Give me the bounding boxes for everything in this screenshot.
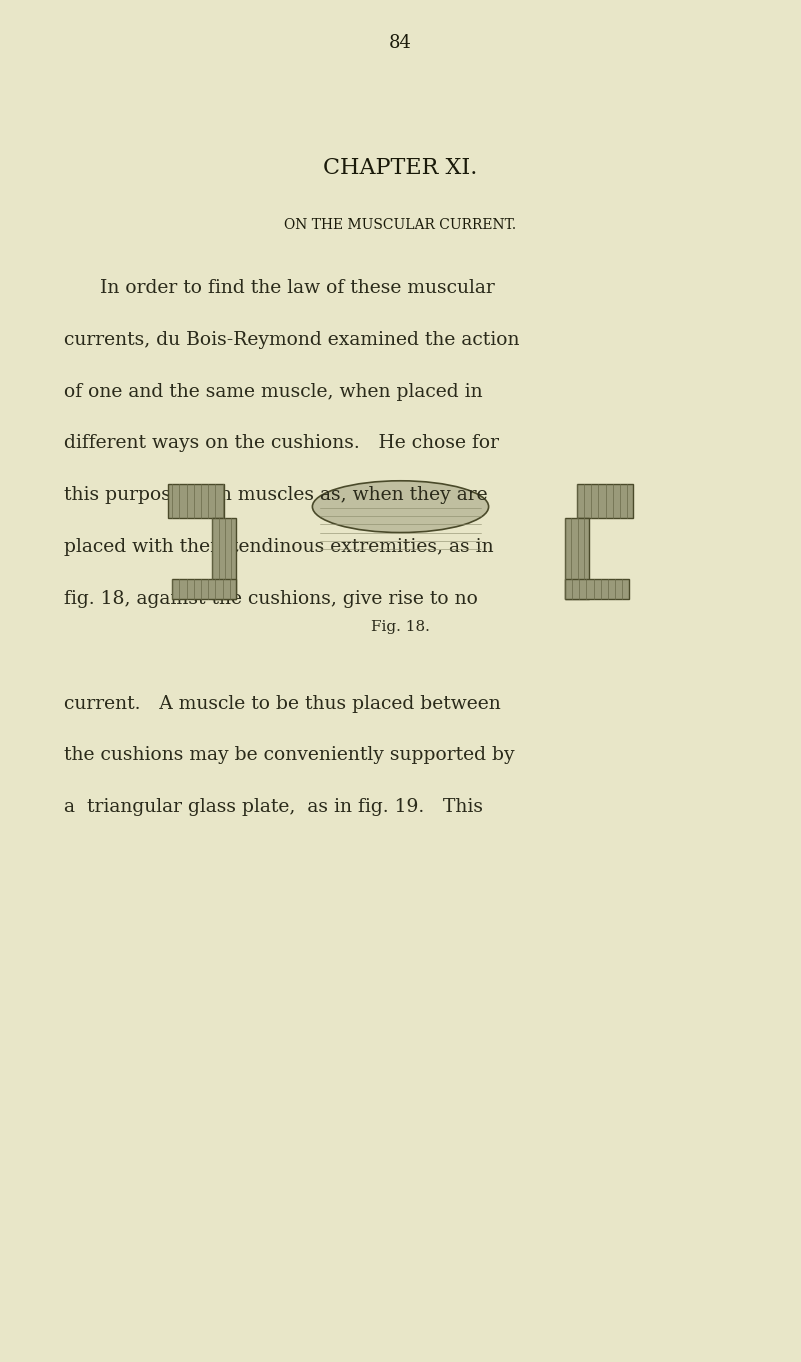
Text: of one and the same muscle, when placed in: of one and the same muscle, when placed …	[64, 383, 483, 400]
Polygon shape	[212, 518, 236, 599]
Polygon shape	[565, 518, 589, 599]
Text: placed with their tendinous extremities, as in: placed with their tendinous extremities,…	[64, 538, 493, 556]
Text: current. A muscle to be thus placed between: current. A muscle to be thus placed betw…	[64, 695, 501, 712]
Text: this purpose such muscles as, when they are: this purpose such muscles as, when they …	[64, 486, 488, 504]
Ellipse shape	[312, 481, 489, 533]
Text: Fig. 18.: Fig. 18.	[371, 620, 430, 633]
Text: ON THE MUSCULAR CURRENT.: ON THE MUSCULAR CURRENT.	[284, 218, 517, 232]
Polygon shape	[577, 484, 633, 518]
Text: a  triangular glass plate,  as in fig. 19. This: a triangular glass plate, as in fig. 19.…	[64, 798, 483, 816]
Text: CHAPTER XI.: CHAPTER XI.	[324, 157, 477, 178]
Polygon shape	[172, 579, 236, 599]
Polygon shape	[168, 484, 224, 518]
Text: the cushions may be conveniently supported by: the cushions may be conveniently support…	[64, 746, 515, 764]
Polygon shape	[565, 579, 629, 599]
Text: currents, du Bois-Reymond examined the action: currents, du Bois-Reymond examined the a…	[64, 331, 520, 349]
Text: In order to find the law of these muscular: In order to find the law of these muscul…	[100, 279, 495, 297]
Text: fig. 18, against the cushions, give rise to no: fig. 18, against the cushions, give rise…	[64, 590, 478, 607]
Text: different ways on the cushions. He chose for: different ways on the cushions. He chose…	[64, 434, 499, 452]
Text: 84: 84	[389, 34, 412, 52]
